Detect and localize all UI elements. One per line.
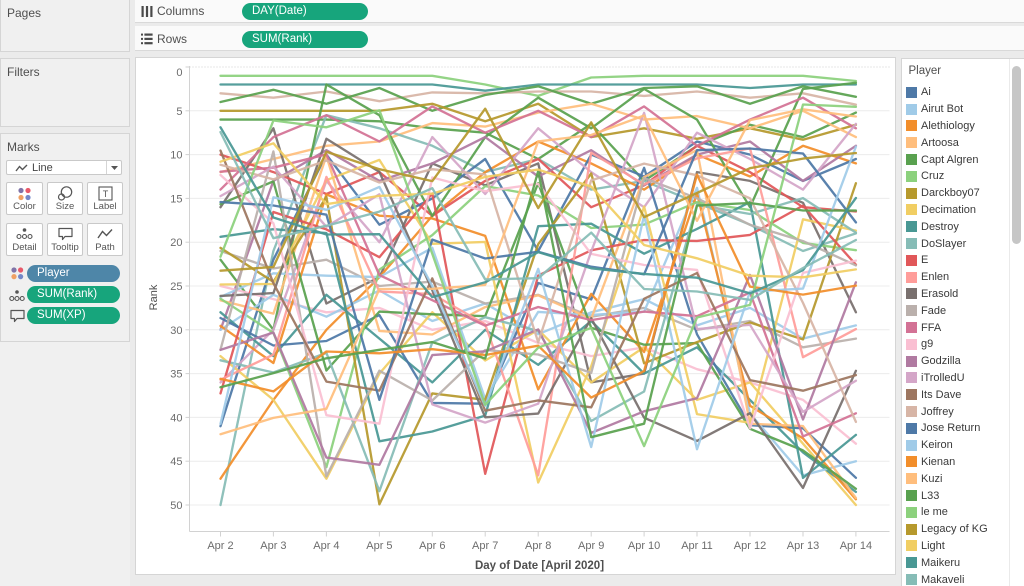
svg-text:20: 20 [170, 237, 182, 249]
svg-text:Apr 11: Apr 11 [681, 540, 713, 552]
svg-text:25: 25 [170, 281, 182, 293]
svg-text:Apr 6: Apr 6 [419, 540, 445, 552]
svg-text:Apr 4: Apr 4 [313, 540, 339, 552]
svg-text:Rank: Rank [148, 284, 160, 310]
svg-text:Apr 10: Apr 10 [627, 540, 659, 552]
svg-text:15: 15 [170, 193, 182, 205]
svg-text:45: 45 [170, 456, 182, 468]
svg-text:T: T [102, 189, 108, 199]
svg-text:35: 35 [170, 369, 182, 381]
svg-text:Apr 5: Apr 5 [366, 540, 392, 552]
svg-text:Apr 9: Apr 9 [578, 540, 604, 552]
svg-text:Apr 3: Apr 3 [260, 540, 286, 552]
svg-text:40: 40 [170, 412, 182, 424]
svg-text:Apr 8: Apr 8 [525, 540, 551, 552]
svg-text:Apr 12: Apr 12 [733, 540, 765, 552]
svg-text:Apr 2: Apr 2 [207, 540, 233, 552]
svg-text:Apr 13: Apr 13 [786, 540, 818, 552]
svg-text:Apr 7: Apr 7 [472, 540, 498, 552]
svg-text:5: 5 [176, 106, 182, 118]
svg-text:0: 0 [176, 67, 182, 79]
svg-text:50: 50 [170, 500, 182, 512]
svg-text:30: 30 [170, 325, 182, 337]
svg-text:10: 10 [170, 150, 182, 162]
svg-text:Day of Date [April 2020]: Day of Date [April 2020] [474, 560, 603, 572]
svg-text:Apr 14: Apr 14 [839, 540, 871, 552]
